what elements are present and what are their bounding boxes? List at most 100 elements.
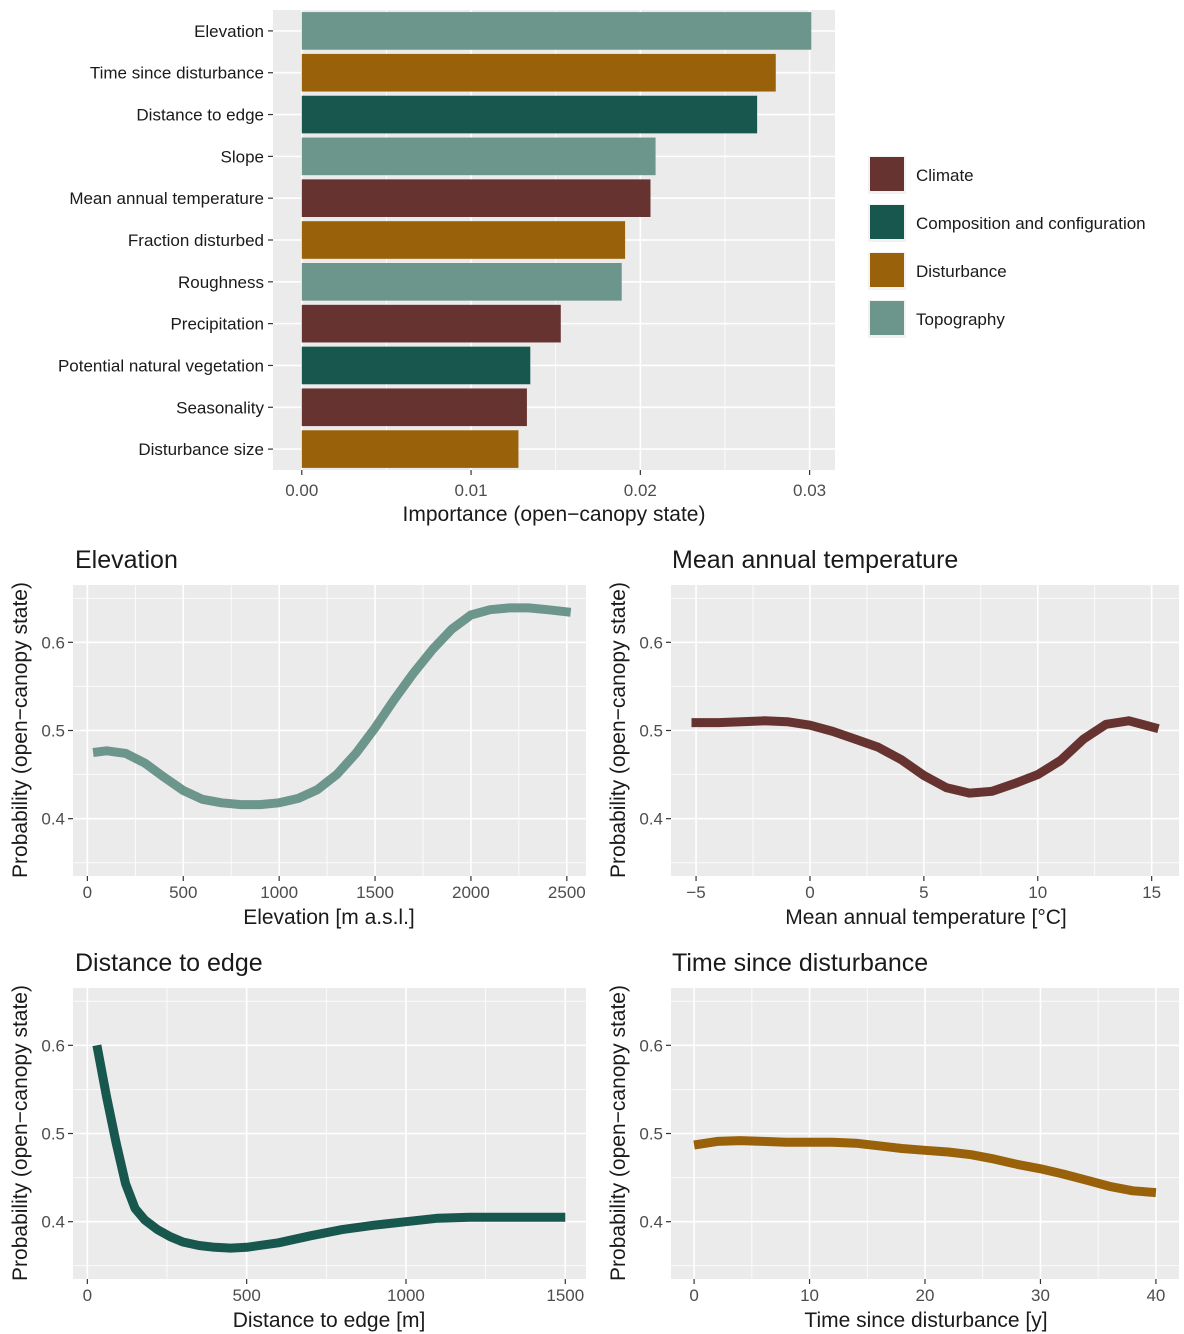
x-tick-label: 0 — [83, 1286, 92, 1305]
bar-elevation — [301, 12, 812, 50]
x-axis-title-elevation: Elevation [m a.s.l.] — [243, 906, 415, 929]
bar-potential-natural-vegetation — [301, 346, 531, 385]
panel-distance-to-edge: Distance to edge 0 500 1000 1500 0.4 0.5 0.6 D… — [9, 949, 586, 1332]
series-line-elevation — [92, 603, 572, 810]
bar-distance-to-edge — [301, 95, 758, 134]
bar-x-tick-label: 0.00 — [285, 481, 318, 500]
y-axis-title-elevation: Probability (open−canopy state) — [9, 582, 32, 878]
y-tick-label: 0.6 — [41, 633, 65, 652]
y-axis-title-distance-to-edge: Probability (open−canopy state) — [9, 985, 32, 1281]
legend: Climate Composition and configuration Dist… — [868, 156, 1146, 338]
panel-title-mean-annual-temperature: Mean annual temperature — [672, 546, 958, 574]
bar-disturbance-size — [301, 430, 519, 468]
x-tick-label: 1500 — [546, 1286, 584, 1305]
bar-category-label: Time since disturbance — [90, 64, 264, 83]
bar-category-label: Elevation — [194, 22, 264, 41]
bar-x-tick-label: 0.01 — [455, 481, 488, 500]
y-tick-label: 0.5 — [639, 722, 663, 741]
y-axis-title-time-since-disturbance: Probability (open−canopy state) — [607, 985, 630, 1281]
x-axis-title-mean-annual-temperature: Mean annual temperature [°C] — [785, 906, 1067, 929]
y-tick-label: 0.4 — [639, 1213, 663, 1232]
panel-tick-labels-distance-to-edge: 0 500 1000 1500 0.4 0.5 0.6 — [41, 1036, 584, 1305]
x-tick-label: −5 — [686, 883, 705, 902]
y-tick-label: 0.6 — [41, 1036, 65, 1055]
x-tick-label: 5 — [919, 883, 928, 902]
bar-marks — [301, 12, 812, 468]
bar-seasonality — [301, 388, 527, 427]
series-line-distance-to-edge — [92, 1044, 566, 1253]
bar-category-label: Mean annual temperature — [69, 189, 264, 208]
panel-title-distance-to-edge: Distance to edge — [75, 949, 263, 977]
y-axis-title-mean-annual-temperature: Probability (open−canopy state) — [607, 582, 630, 878]
legend-swatch-climate — [870, 157, 904, 191]
x-tick-label: 2500 — [548, 883, 586, 902]
legend-label-climate: Climate — [916, 166, 974, 185]
bar-roughness — [301, 263, 622, 301]
panel-tick-labels-time-since-disturbance: 0 10 20 30 40 0.4 0.5 0.6 — [639, 1036, 1165, 1305]
y-tick-label: 0.4 — [639, 810, 663, 829]
series-line-elevation — [92, 603, 572, 810]
x-tick-label: 500 — [169, 883, 197, 902]
panel-tick-labels-mean-annual-temperature: −5 0 5 10 15 0.4 0.5 0.6 — [639, 633, 1161, 902]
y-tick-label: 0.5 — [41, 722, 65, 741]
bar-time-since-disturbance — [301, 53, 776, 92]
bar-category-label: Roughness — [178, 273, 264, 292]
legend-swatch-composition-and-configuration — [870, 205, 904, 239]
legend-swatch-topography — [870, 301, 904, 335]
y-tick-label: 0.6 — [639, 1036, 663, 1055]
x-axis-title-time-since-disturbance: Time since disturbance [y] — [804, 1309, 1047, 1332]
bar-x-axis-title: Importance (open−canopy state) — [403, 503, 706, 526]
y-tick-label: 0.4 — [41, 810, 65, 829]
series-line-mean-annual-temperature — [691, 716, 1160, 798]
bar-category-label: Precipitation — [170, 315, 264, 334]
y-tick-label: 0.5 — [639, 1125, 663, 1144]
panel-tick-labels-elevation: 0 500 1000 1500 2000 2500 0.4 0.5 0.6 — [41, 633, 585, 902]
bar-category-label: Slope — [221, 147, 264, 166]
panel-gridlines-elevation — [73, 585, 586, 876]
panel-gridlines-time-since-disturbance — [671, 988, 1179, 1279]
x-tick-label: 0 — [805, 883, 814, 902]
bar-mean-annual-temperature — [301, 179, 651, 217]
bar-category-labels: Elevation Time since disturbance Distance … — [58, 22, 273, 459]
x-tick-label: 10 — [800, 1286, 819, 1305]
x-tick-label: 1000 — [260, 883, 298, 902]
legend-label-topography: Topography — [916, 310, 1005, 329]
bar-x-tick-label: 0.03 — [793, 481, 826, 500]
x-tick-label: 1000 — [387, 1286, 425, 1305]
panel-mean-annual-temperature: Mean annual temperature −5 0 5 10 15 0.4 0.5 0.… — [607, 546, 1179, 929]
series-line-distance-to-edge — [92, 1044, 566, 1253]
y-tick-label: 0.5 — [41, 1125, 65, 1144]
series-line-time-since-disturbance — [693, 1136, 1157, 1198]
x-tick-label: 2000 — [452, 883, 490, 902]
bar-category-label: Distance to edge — [136, 106, 264, 125]
legend-label-disturbance: Disturbance — [916, 262, 1007, 281]
bar-x-tick-labels: 0.00 0.01 0.02 0.03 — [285, 470, 826, 500]
x-tick-label: 0 — [83, 883, 92, 902]
panel-title-time-since-disturbance: Time since disturbance — [672, 949, 928, 977]
x-tick-label: 500 — [232, 1286, 260, 1305]
bar-category-label: Seasonality — [176, 398, 264, 417]
bar-category-label: Fraction disturbed — [128, 231, 264, 250]
x-tick-label: 30 — [1031, 1286, 1050, 1305]
bar-slope — [301, 137, 656, 176]
bar-category-label: Disturbance size — [138, 440, 264, 459]
x-axis-title-distance-to-edge: Distance to edge [m] — [233, 1309, 426, 1332]
legend-label-composition-and-configuration: Composition and configuration — [916, 214, 1146, 233]
importance-bar-chart: Elevation Time since disturbance Distance … — [58, 10, 835, 526]
y-tick-label: 0.6 — [639, 633, 663, 652]
x-tick-label: 0 — [689, 1286, 698, 1305]
bar-x-tick-label: 0.02 — [624, 481, 657, 500]
x-tick-label: 20 — [916, 1286, 935, 1305]
y-tick-label: 0.4 — [41, 1213, 65, 1232]
legend-swatch-disturbance — [870, 253, 904, 287]
bar-fraction-disturbed — [301, 221, 626, 259]
x-tick-label: 15 — [1142, 883, 1161, 902]
x-tick-label: 40 — [1146, 1286, 1165, 1305]
panel-title-elevation: Elevation — [75, 546, 178, 574]
panel-time-since-disturbance: Time since disturbance 0 10 20 30 40 0.4 0.5 0.… — [607, 949, 1179, 1332]
x-tick-label: 10 — [1028, 883, 1047, 902]
series-line-mean-annual-temperature — [691, 716, 1160, 798]
series-line-time-since-disturbance — [693, 1136, 1157, 1198]
bar-category-label: Potential natural vegetation — [58, 356, 264, 375]
